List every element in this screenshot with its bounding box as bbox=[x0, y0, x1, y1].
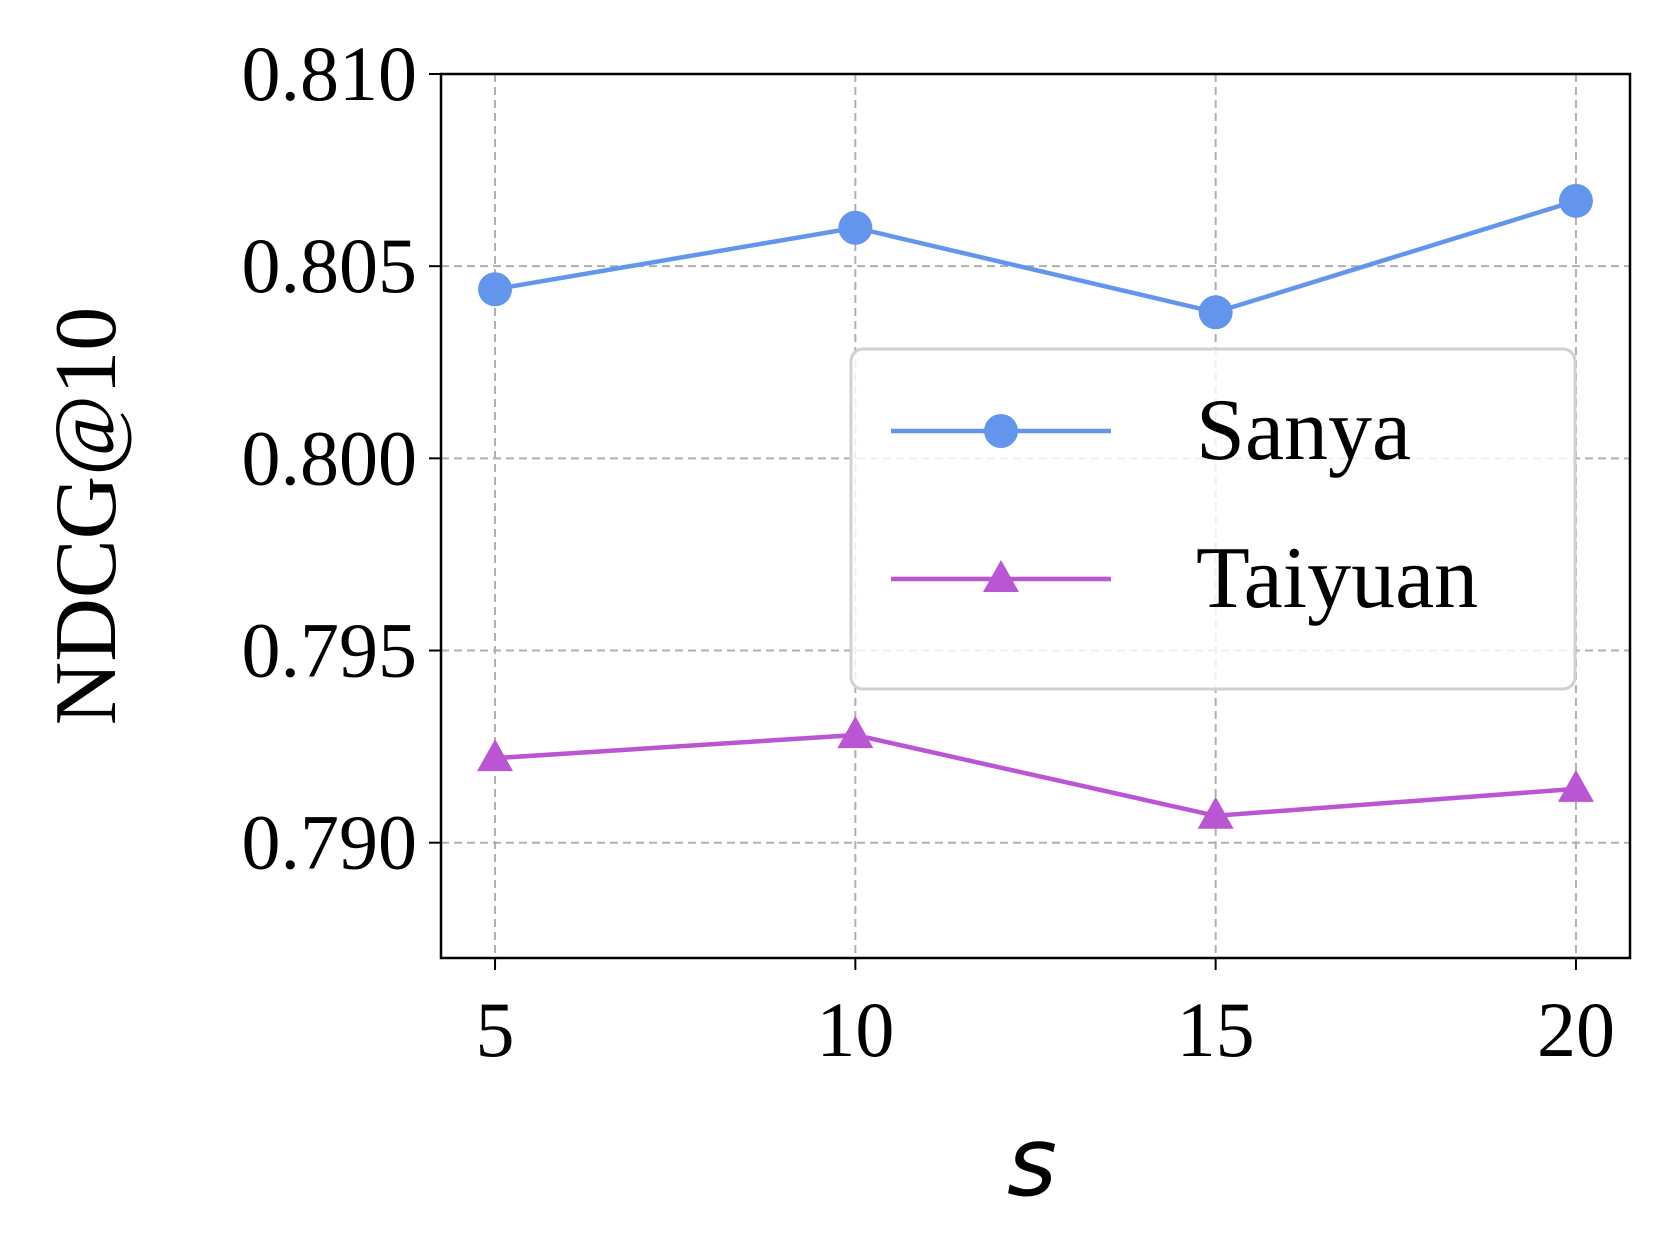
plot-frame bbox=[439, 72, 1632, 960]
point bbox=[1557, 769, 1594, 802]
y-tick-label: 0.800 bbox=[242, 414, 418, 501]
legend-box bbox=[849, 347, 1577, 691]
y-tick-label: 0.805 bbox=[242, 222, 418, 309]
point bbox=[477, 739, 514, 772]
x-tick-label: 5 bbox=[476, 986, 515, 1073]
x-axis-label: s bbox=[1007, 1106, 1057, 1218]
point bbox=[478, 272, 513, 307]
x-tick-label: 15 bbox=[1177, 986, 1255, 1073]
legend-marker bbox=[984, 414, 1018, 448]
y-tick-label: 0.795 bbox=[242, 607, 418, 694]
legend-marker bbox=[983, 560, 1019, 592]
legend-label: Taiyuan bbox=[1196, 530, 1478, 627]
y-axis-label: NDCG@10 bbox=[38, 307, 135, 725]
series-line bbox=[494, 732, 1577, 819]
legend-label: Sanya bbox=[1196, 382, 1411, 479]
point bbox=[1558, 183, 1593, 218]
point bbox=[1197, 796, 1234, 829]
point bbox=[838, 210, 873, 245]
y-tick-label: 0.810 bbox=[242, 30, 418, 117]
x-tick-label: 10 bbox=[816, 986, 894, 1073]
point bbox=[837, 716, 874, 749]
x-tick-label: 20 bbox=[1537, 986, 1615, 1073]
series-line bbox=[494, 198, 1577, 315]
point bbox=[1198, 295, 1233, 330]
y-tick-label: 0.790 bbox=[242, 799, 418, 886]
